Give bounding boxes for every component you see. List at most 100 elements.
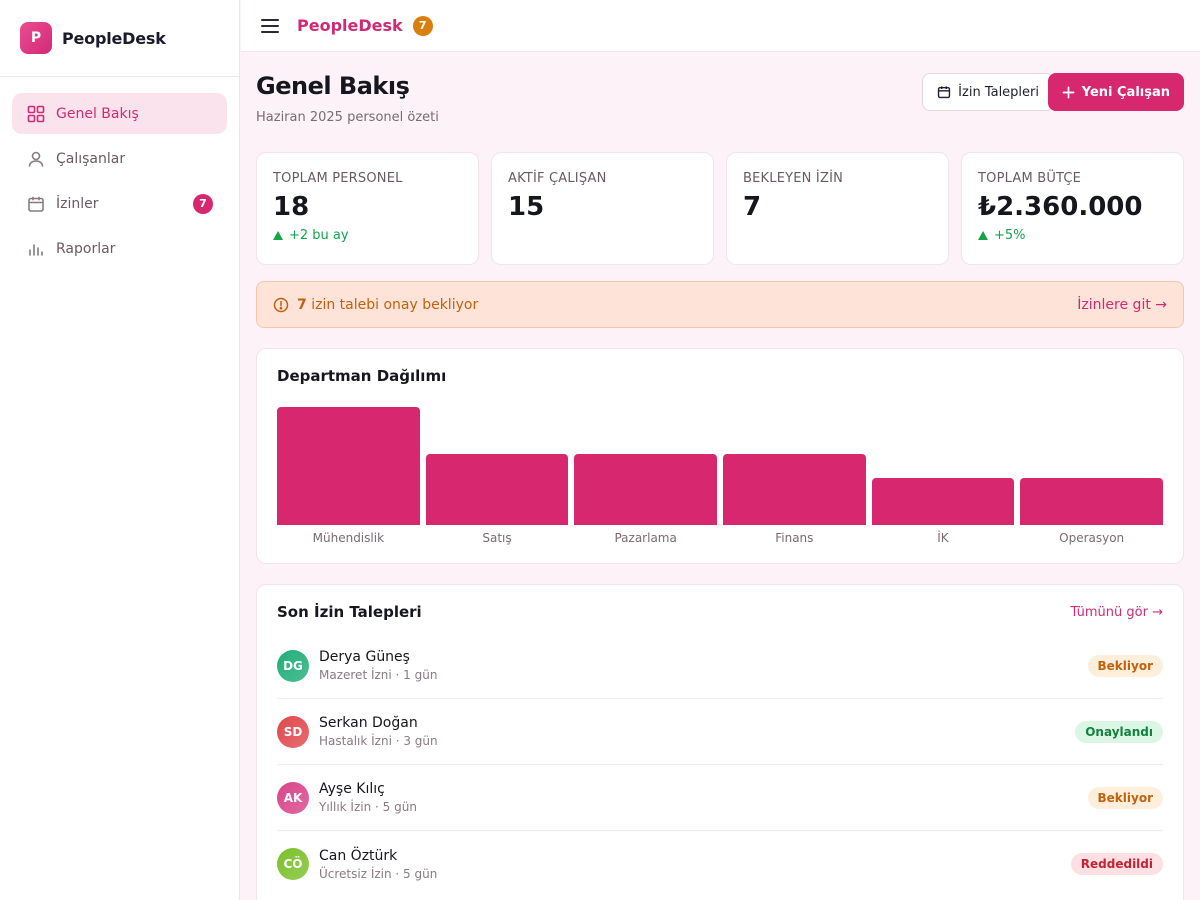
avatar: AK xyxy=(277,781,309,814)
sidebar-item-izinler[interactable]: İzinler 7 xyxy=(12,183,227,224)
status-badge: Bekliyor xyxy=(1087,654,1163,677)
bar xyxy=(574,454,717,525)
page-subtitle: Haziran 2025 personel özeti xyxy=(256,110,439,125)
up-arrow-icon xyxy=(273,231,283,240)
bar xyxy=(723,454,866,525)
row-text: Serkan Doğan Hastalık İzni · 3 gün xyxy=(319,715,1075,748)
bar-label: Mühendislik xyxy=(312,531,385,545)
chart-title: Departman Dağılımı xyxy=(277,367,447,385)
stat-label: TOPLAM BÜTÇE xyxy=(978,171,1082,186)
leave-request-row[interactable]: SD Serkan Doğan Hastalık İzni · 3 gün Onayl… xyxy=(277,699,1163,765)
stat-label: AKTİF ÇALIŞAN xyxy=(508,171,607,186)
stat-delta-text: +5% xyxy=(994,228,1026,243)
stat-card-active-employees: AKTİF ÇALIŞAN 15 xyxy=(491,152,714,265)
leave-requests-button-label: İzin Talepleri xyxy=(958,84,1039,100)
sidebar-nav: Genel Bakış Çalışanlar İzinler 7 Raporla… xyxy=(0,77,239,289)
sidebar-item-calisanlar[interactable]: Çalışanlar xyxy=(12,138,227,179)
sidebar-item-raporlar[interactable]: Raporlar xyxy=(12,228,227,269)
bar-column: Mühendislik xyxy=(277,395,420,545)
new-employee-button[interactable]: Yeni Çalışan xyxy=(1047,73,1184,111)
bar-label: Satış xyxy=(482,531,512,545)
grid-icon xyxy=(26,104,46,124)
sidebar-item-genel-bakis[interactable]: Genel Bakış xyxy=(12,93,227,134)
new-employee-button-label: Yeni Çalışan xyxy=(1081,84,1170,100)
leave-type: Yıllık İzin · 5 gün xyxy=(319,800,417,814)
avatar: SD xyxy=(277,715,309,748)
stat-delta: +2 bu ay xyxy=(273,228,462,243)
topbar-title: PeopleDesk xyxy=(297,16,403,35)
bar-column: İK xyxy=(871,395,1015,545)
recent-leave-title: Son İzin Talepleri xyxy=(277,603,422,621)
sidebar-item-label: Raporlar xyxy=(56,240,116,257)
leave-request-row[interactable]: AK Ayşe Kılıç Yıllık İzin · 5 gün Bekliyor xyxy=(277,765,1163,831)
status-badge: Reddedildi xyxy=(1070,853,1163,875)
employee-name: Derya Güneş xyxy=(319,649,410,665)
user-icon xyxy=(26,149,46,169)
alert-message: izin talebi onay bekliyor xyxy=(306,296,479,313)
go-to-leaves-link[interactable]: İzinlere git → xyxy=(1077,296,1167,313)
leave-request-row[interactable]: CÖ Can Öztürk Ücretsiz İzin · 5 gün Reddedi… xyxy=(277,831,1163,897)
bar-column: Finans xyxy=(723,395,866,545)
recent-leave-header: Son İzin Talepleri Tümünü gör → xyxy=(277,603,1163,621)
brand: P PeopleDesk xyxy=(0,0,239,77)
main-content: Genel Bakış Haziran 2025 personel özeti … xyxy=(256,52,1184,900)
employee-name: Ayşe Kılıç xyxy=(319,781,385,797)
stats-row: TOPLAM PERSONEL 18 +2 bu ay AKTİF ÇALIŞA… xyxy=(256,152,1184,265)
bar-column: Pazarlama xyxy=(574,395,717,545)
calendar-icon xyxy=(26,194,46,214)
bar xyxy=(425,454,569,525)
bar-column: Satış xyxy=(425,395,569,545)
alert-count: 7 xyxy=(297,296,307,313)
bar-column: Operasyon xyxy=(1020,395,1163,545)
plus-icon xyxy=(1062,86,1075,99)
alert-text: 7 izin talebi onay bekliyor xyxy=(297,297,1077,313)
bar-label: Operasyon xyxy=(1059,531,1125,545)
stat-card-pending-leave: BEKLEYEN İZİN 7 xyxy=(726,152,949,265)
topbar: PeopleDesk 7 xyxy=(241,0,1200,52)
up-arrow-icon xyxy=(978,231,988,240)
stat-value: 15 xyxy=(508,192,545,222)
bar-label: Finans xyxy=(775,531,814,545)
status-badge: Onaylandı xyxy=(1075,720,1163,743)
leave-request-list: DG Derya Güneş Mazeret İzni · 1 gün Bekliyo… xyxy=(277,633,1163,897)
bar-label: İK xyxy=(937,531,949,545)
status-badge: Bekliyor xyxy=(1087,786,1163,809)
menu-icon[interactable] xyxy=(261,18,279,33)
stat-card-total-budget: TOPLAM BÜTÇE ₺2.360.000 +5% xyxy=(961,152,1184,265)
sidebar: P PeopleDesk Genel Bakış Çalışanlar İzin… xyxy=(0,0,240,900)
bar xyxy=(871,477,1015,525)
stat-value: 18 xyxy=(273,192,310,222)
row-text: Can Öztürk Ücretsiz İzin · 5 gün xyxy=(319,848,1071,881)
employee-name: Can Öztürk xyxy=(319,847,398,864)
avatar: DG xyxy=(277,649,309,682)
stat-value: 7 xyxy=(743,192,762,222)
page-header: Genel Bakış Haziran 2025 personel özeti … xyxy=(256,52,1184,148)
leave-request-row[interactable]: DG Derya Güneş Mazeret İzni · 1 gün Bekliyo… xyxy=(277,633,1163,699)
notification-badge[interactable]: 7 xyxy=(412,15,433,36)
bar xyxy=(1020,477,1163,525)
stat-delta-text: +2 bu ay xyxy=(289,228,349,243)
calendar-icon xyxy=(937,85,951,99)
department-bar-chart: Mühendislik Satış Pazarlama Finans İK Operasy… xyxy=(277,395,1163,545)
izinler-count-badge: 7 xyxy=(193,193,213,214)
info-circle-icon xyxy=(273,297,289,313)
leave-type: Mazeret İzni · 1 gün xyxy=(319,668,438,682)
row-text: Ayşe Kılıç Yıllık İzin · 5 gün xyxy=(319,781,1088,814)
stat-label: BEKLEYEN İZİN xyxy=(743,171,844,186)
stat-card-total-staff: TOPLAM PERSONEL 18 +2 bu ay xyxy=(256,152,479,265)
stat-delta: +5% xyxy=(978,228,1167,243)
recent-leave-card: Son İzin Talepleri Tümünü gör → DG Derya … xyxy=(256,584,1184,900)
stat-value: ₺2.360.000 xyxy=(978,192,1143,222)
page-title: Genel Bakış xyxy=(256,72,410,100)
bar-label: Pazarlama xyxy=(614,531,677,545)
bar-chart-icon xyxy=(26,239,46,259)
leave-requests-button[interactable]: İzin Talepleri xyxy=(922,73,1054,111)
avatar: CÖ xyxy=(277,848,309,880)
bar xyxy=(277,407,420,525)
brand-name: PeopleDesk xyxy=(62,28,166,48)
pending-leave-alert: 7 izin talebi onay bekliyor İzinlere git… xyxy=(256,281,1184,328)
see-all-link[interactable]: Tümünü gör → xyxy=(1070,604,1164,620)
sidebar-item-label: İzinler xyxy=(56,195,99,212)
department-chart-card: Departman Dağılımı Mühendislik Satış Pazar… xyxy=(256,348,1184,564)
sidebar-item-label: Genel Bakış xyxy=(56,105,139,122)
